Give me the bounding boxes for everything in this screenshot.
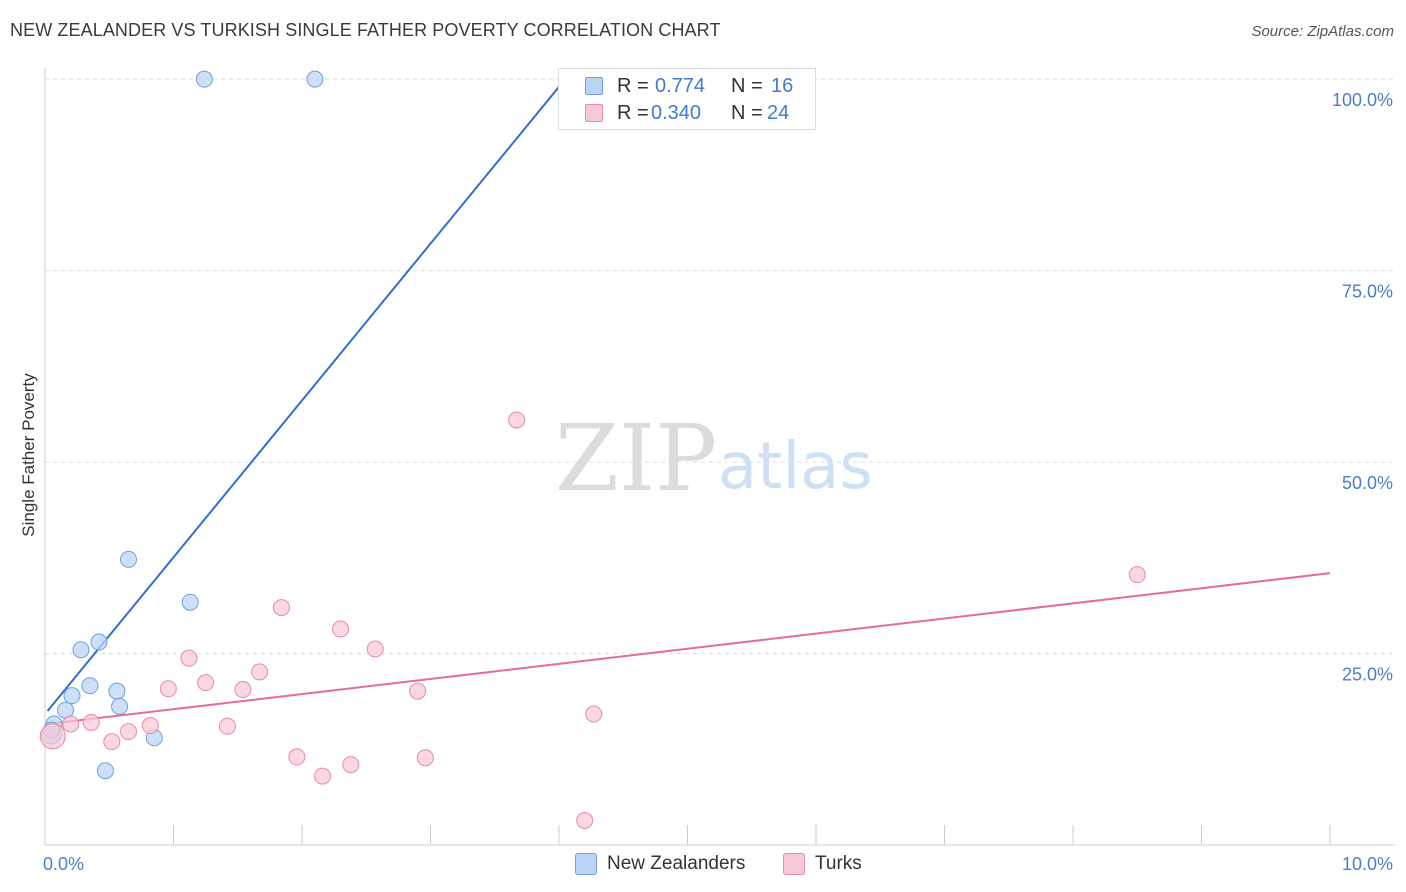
legend-swatch-blue <box>575 853 597 875</box>
turk-point <box>409 682 427 700</box>
legend-label-new-zealanders: New Zealanders <box>607 853 746 874</box>
turk-point <box>103 733 121 751</box>
legend-n-value: 16 <box>771 74 794 97</box>
turk-point <box>342 756 360 774</box>
source-credit: Source: ZipAtlas.com <box>1251 23 1394 40</box>
legend-new-zealanders: New Zealanders <box>575 852 745 876</box>
turk-point <box>508 411 526 429</box>
new-zealander-point <box>63 687 81 705</box>
turk-point <box>585 705 603 723</box>
turk-point <box>141 717 159 735</box>
legend-swatch-pink <box>783 853 805 875</box>
turk-point <box>234 681 252 699</box>
turk-point <box>218 717 236 735</box>
y-axis-title: Single Father Poverty <box>19 373 38 537</box>
grid-layer <box>45 78 1395 655</box>
legend-n-value: 24 <box>767 101 790 124</box>
legend-n-label: N = <box>731 101 763 124</box>
turk-point <box>366 640 384 658</box>
x-tick-label: 10.0% <box>1342 854 1393 874</box>
new-zealander-point <box>195 70 213 88</box>
new-zealander-point <box>111 697 129 715</box>
y-tick-label: 75.0% <box>1342 282 1393 302</box>
turk-point <box>272 599 290 617</box>
legend-r-label: R = <box>617 101 649 124</box>
new-zealander-point <box>90 633 108 651</box>
turk-point <box>82 713 100 731</box>
legend-box: R = 0.774 N = 16 R = 0.340 N = 24 <box>558 68 816 130</box>
y-tick-label: 100.0% <box>1332 90 1393 110</box>
axis-layer: 25.0% 50.0% 75.0% 100.0% 0.0% 10.0% <box>43 68 1395 874</box>
turk-point <box>576 811 594 829</box>
new-zealander-point <box>81 677 99 695</box>
trend-layer <box>46 86 1331 725</box>
legend-r-label: R = <box>617 74 649 97</box>
new-zealander-point <box>96 762 114 780</box>
y-tick-label: 50.0% <box>1342 473 1393 493</box>
watermark-atlas: atlas <box>718 430 873 504</box>
turk-point <box>39 723 66 750</box>
points-layer <box>39 70 1146 829</box>
new-zealander-trend-line <box>46 86 560 712</box>
turk-point <box>62 715 80 733</box>
turk-point <box>180 649 198 667</box>
y-tick-label: 25.0% <box>1342 665 1393 685</box>
legend-swatch-pink <box>585 104 603 122</box>
new-zealander-point <box>120 550 138 568</box>
turk-point <box>120 723 138 741</box>
turk-point <box>332 620 350 638</box>
turk-trend-line <box>47 572 1331 725</box>
chart-title: NEW ZEALANDER VS TURKISH SINGLE FATHER P… <box>10 20 721 40</box>
legend-n-label: N = <box>731 74 763 97</box>
turk-point <box>1128 566 1146 584</box>
turk-point <box>159 680 177 698</box>
legend-swatch-blue <box>585 77 603 95</box>
turk-point <box>288 748 306 766</box>
legend-turks: Turks <box>783 852 862 876</box>
new-zealander-point <box>181 593 199 611</box>
new-zealander-point <box>306 70 324 88</box>
watermark-zip: ZIP <box>555 405 717 512</box>
turk-point <box>314 767 332 785</box>
legend-r-value: 0.774 <box>655 74 706 97</box>
turk-point <box>251 663 269 681</box>
legend-label-turks: Turks <box>815 853 862 874</box>
turk-point <box>416 749 434 767</box>
legend-r-value: 0.340 <box>651 101 702 124</box>
new-zealander-point <box>108 682 126 700</box>
watermark: ZIP atlas <box>555 405 873 512</box>
turk-point <box>197 674 215 692</box>
x-tick-label: 0.0% <box>43 854 84 874</box>
new-zealander-point <box>72 641 90 659</box>
